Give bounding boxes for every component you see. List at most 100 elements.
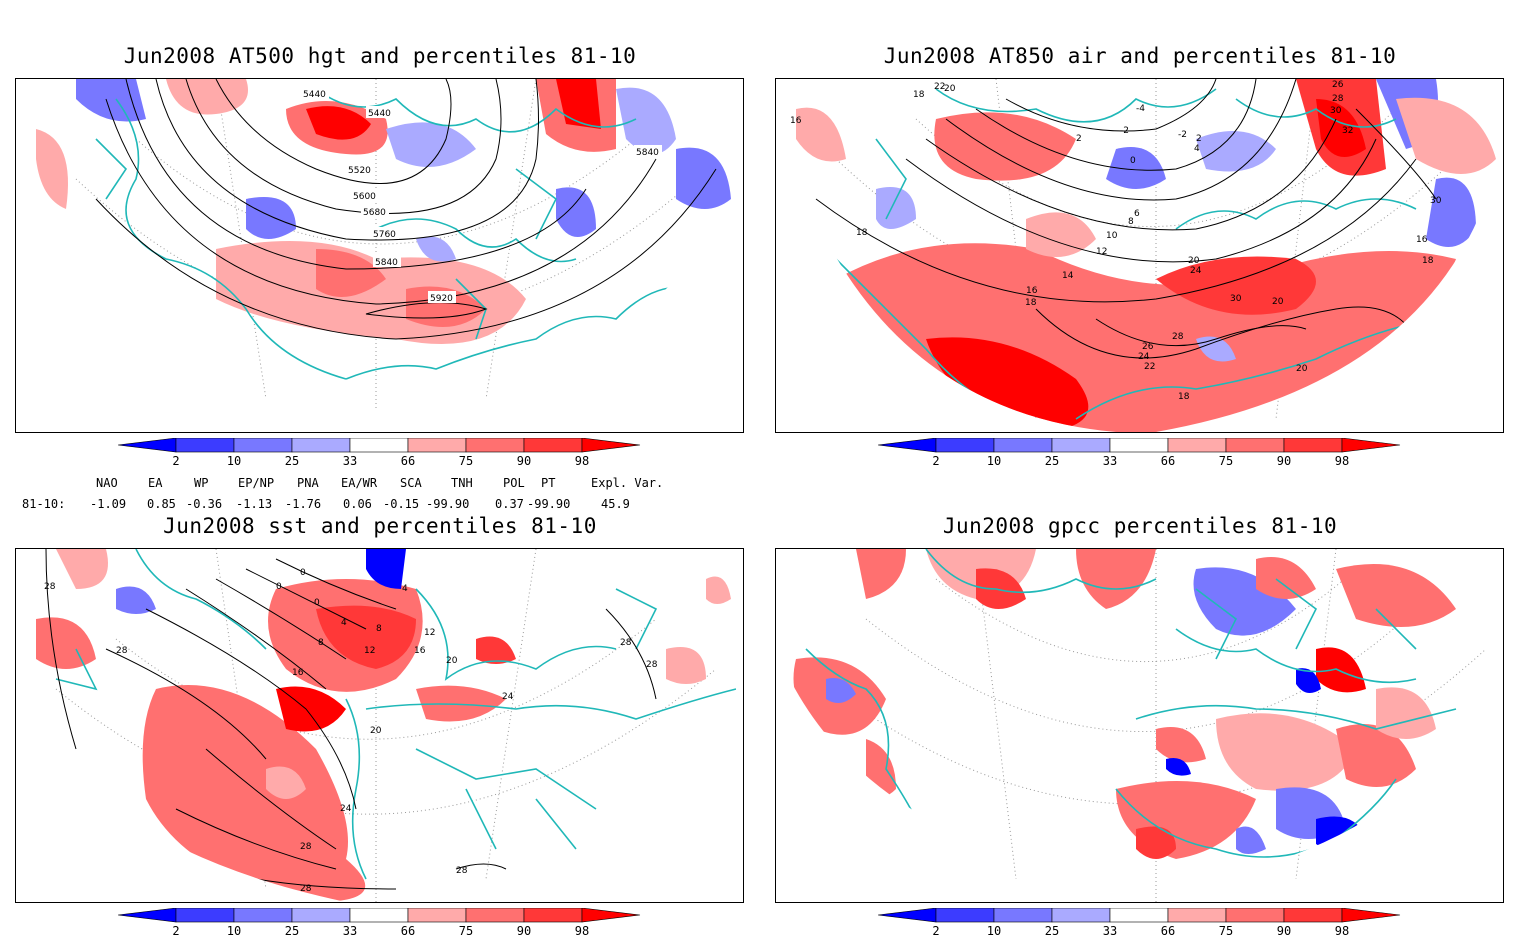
colorbar-tick: 33 <box>1102 924 1118 938</box>
contour-label: 14 <box>1062 271 1074 281</box>
percentile-shading <box>796 79 1496 432</box>
map-hgt500: 5440 5440 5520 5600 5680 5760 5840 5840 … <box>36 79 731 409</box>
contour-label: 16 <box>414 646 426 656</box>
index-header-nao: NAO <box>96 476 118 490</box>
contour-label: 0 <box>1130 156 1136 166</box>
colorbar-swatches <box>878 438 1401 453</box>
contour-labels: 5440 5440 5520 5600 5680 5760 5840 5840 … <box>301 87 662 304</box>
panel-title-sst: Jun2008 sst and percentiles 81-10 <box>163 514 597 538</box>
colorbar-tick: 66 <box>400 454 416 468</box>
index-value-tnh: -99.90 <box>426 497 470 511</box>
colorbar-tick: 90 <box>1276 924 1292 938</box>
colorbar-tick: 10 <box>986 924 1002 938</box>
percentile-shading <box>793 549 1456 859</box>
colorbar-tick: 75 <box>458 454 474 468</box>
contour-label: 28 <box>1172 332 1184 342</box>
colorbar-tick: 98 <box>1334 924 1350 938</box>
index-value-sca: -0.15 <box>383 497 420 511</box>
colorbar-tick: 75 <box>458 924 474 938</box>
contour-label: 16 <box>292 668 304 678</box>
index-value-eawr: 0.06 <box>343 497 372 511</box>
colorbar-tick: 75 <box>1218 454 1234 468</box>
coastlines <box>55 549 737 880</box>
contour-label: 18 <box>1422 256 1434 266</box>
index-value-pt: -99.90 <box>527 497 571 511</box>
contour-label: -4 <box>1136 104 1145 114</box>
contour-label: 24 <box>502 692 514 702</box>
map-sst: 28 28 28 28 24 20 16 12 8 4 0 0 0 4 8 12… <box>36 549 737 902</box>
index-value-expl-var: 45.9 <box>601 497 630 511</box>
contour-label: 5600 <box>353 192 376 202</box>
graticule <box>75 79 697 409</box>
map-panel-air850: 22 20 18 16 -4 -2 -2 2 0 2 4 6 8 10 12 1… <box>775 78 1504 433</box>
index-value-pol: 0.37 <box>495 497 524 511</box>
map-air850: 22 20 18 16 -4 -2 -2 2 0 2 4 6 8 10 12 1… <box>790 79 1496 432</box>
index-value-nao: -1.09 <box>90 497 127 511</box>
contour-label: 2 <box>1076 134 1082 144</box>
contour-label: 22 <box>934 82 945 92</box>
contour-label: 28 <box>1332 94 1344 104</box>
contour-label: 6 <box>1134 209 1140 219</box>
index-header-sca: SCA <box>400 476 422 490</box>
contour-label: 28 <box>116 646 128 656</box>
contour-label: 28 <box>620 638 632 648</box>
panel-title-air850: Jun2008 AT850 air and percentiles 81-10 <box>883 44 1397 68</box>
contour-label: 18 <box>913 90 925 100</box>
contour-label: 5840 <box>375 258 398 268</box>
graticule <box>805 549 1487 902</box>
colorbar-tick: 2 <box>932 454 940 468</box>
contour-label: 12 <box>364 646 375 656</box>
contour-label: 5680 <box>363 208 386 218</box>
index-value-ea: 0.85 <box>147 497 176 511</box>
colorbar-tick: 98 <box>574 924 590 938</box>
colorbar-tick: 90 <box>1276 454 1292 468</box>
contour-label: 8 <box>1128 217 1134 227</box>
contour-label: 22 <box>1144 362 1155 372</box>
index-header-pol: POL <box>503 476 525 490</box>
contour-label: 12 <box>1096 247 1107 257</box>
panel-title-gpcc: Jun2008 gpcc percentiles 81-10 <box>942 514 1338 538</box>
index-row-label: 81-10: <box>22 497 66 511</box>
colorbar-hgt500: 2 10 25 33 66 75 90 98 <box>118 438 648 472</box>
contour-label: -2 <box>1178 130 1187 140</box>
contour-label: 0 <box>300 568 306 578</box>
contour-label: 24 <box>340 804 352 814</box>
colorbar-tick: 98 <box>574 454 590 468</box>
colorbar-tick: 66 <box>400 924 416 938</box>
contour-label: 28 <box>456 866 468 876</box>
contour-label: 28 <box>646 660 658 670</box>
contour-label: 5760 <box>373 230 396 240</box>
contour-label: 12 <box>424 628 435 638</box>
contour-label: 20 <box>1188 256 1200 266</box>
index-header-expl-var: Expl. Var. <box>591 476 664 490</box>
contour-label: 20 <box>944 84 956 94</box>
contour-label: 24 <box>1138 352 1150 362</box>
contour-label: 8 <box>376 624 382 634</box>
colorbar-swatches <box>118 908 641 923</box>
contour-label: 30 <box>1330 106 1342 116</box>
sst-contours <box>45 549 657 890</box>
index-header-epnp: EP/NP <box>238 476 275 490</box>
contour-label: 28 <box>44 582 56 592</box>
colorbar-tick: 75 <box>1218 924 1234 938</box>
colorbar-tick: 2 <box>932 924 940 938</box>
colorbar-tick: 66 <box>1160 454 1176 468</box>
colorbar-tick: 98 <box>1334 454 1350 468</box>
contour-label: -2 <box>1120 126 1129 136</box>
contour-label: 18 <box>1178 392 1190 402</box>
contour-label: 5440 <box>303 90 326 100</box>
colorbar-tick: 33 <box>1102 454 1118 468</box>
contour-labels: 22 20 18 16 -4 -2 -2 2 0 2 4 6 8 10 12 1… <box>790 80 1442 402</box>
colorbar-air850: 2 10 25 33 66 75 90 98 <box>878 438 1408 472</box>
contour-label: 5520 <box>348 166 371 176</box>
contour-label: 28 <box>300 842 312 852</box>
colorbar-swatches <box>118 438 641 453</box>
map-panel-gpcc <box>775 548 1504 903</box>
contour-label: 24 <box>1190 266 1202 276</box>
colorbar-tick: 10 <box>986 454 1002 468</box>
index-value-pna: -1.76 <box>285 497 322 511</box>
contour-label: 18 <box>856 228 868 238</box>
panel-title-hgt500: Jun2008 AT500 hgt and percentiles 81-10 <box>123 44 637 68</box>
index-header-eawr: EA/WR <box>341 476 378 490</box>
index-header-tnh: TNH <box>451 476 473 490</box>
